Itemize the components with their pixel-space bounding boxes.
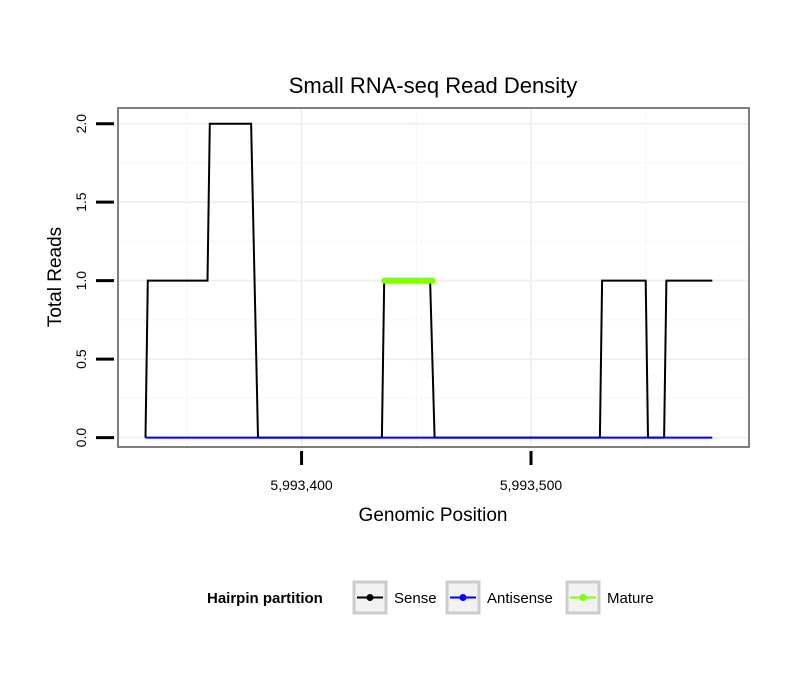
- y-axis: 0.0 0.5 1.0 1.5 2.0: [73, 114, 114, 448]
- plot-border: [117, 107, 750, 448]
- series-layer: [144, 122, 713, 439]
- y-tick-label: 0.0: [73, 428, 89, 448]
- x-axis: 5,993,400 5,993,500: [270, 451, 562, 493]
- legend-entry-antisense: Antisense: [445, 580, 553, 615]
- y-tick-label: 2.0: [73, 114, 89, 134]
- x-tick-label: 5,993,400: [270, 477, 332, 493]
- y-tick-label: 0.5: [73, 349, 89, 369]
- legend-entry-sense: Sense: [352, 580, 437, 615]
- legend-label: Antisense: [487, 590, 553, 607]
- legend-key-point: [579, 594, 587, 601]
- y-tick-label: 1.0: [73, 271, 89, 291]
- x-tick-label: 5,993,500: [500, 477, 562, 493]
- y-axis-label: Total Reads: [45, 227, 66, 327]
- legend-key-point: [366, 594, 374, 601]
- legend-entry-mature: Mature: [565, 580, 654, 615]
- legend-label: Sense: [394, 590, 437, 607]
- chart-title: Small RNA-seq Read Density: [289, 73, 578, 98]
- legend: Hairpin partition Sense Antisense Mature: [207, 580, 654, 615]
- legend-title: Hairpin partition: [207, 590, 323, 607]
- legend-label: Mature: [607, 590, 654, 607]
- x-axis-label: Genomic Position: [359, 505, 508, 526]
- y-tick-label: 1.5: [73, 192, 89, 212]
- legend-key-point: [459, 594, 467, 601]
